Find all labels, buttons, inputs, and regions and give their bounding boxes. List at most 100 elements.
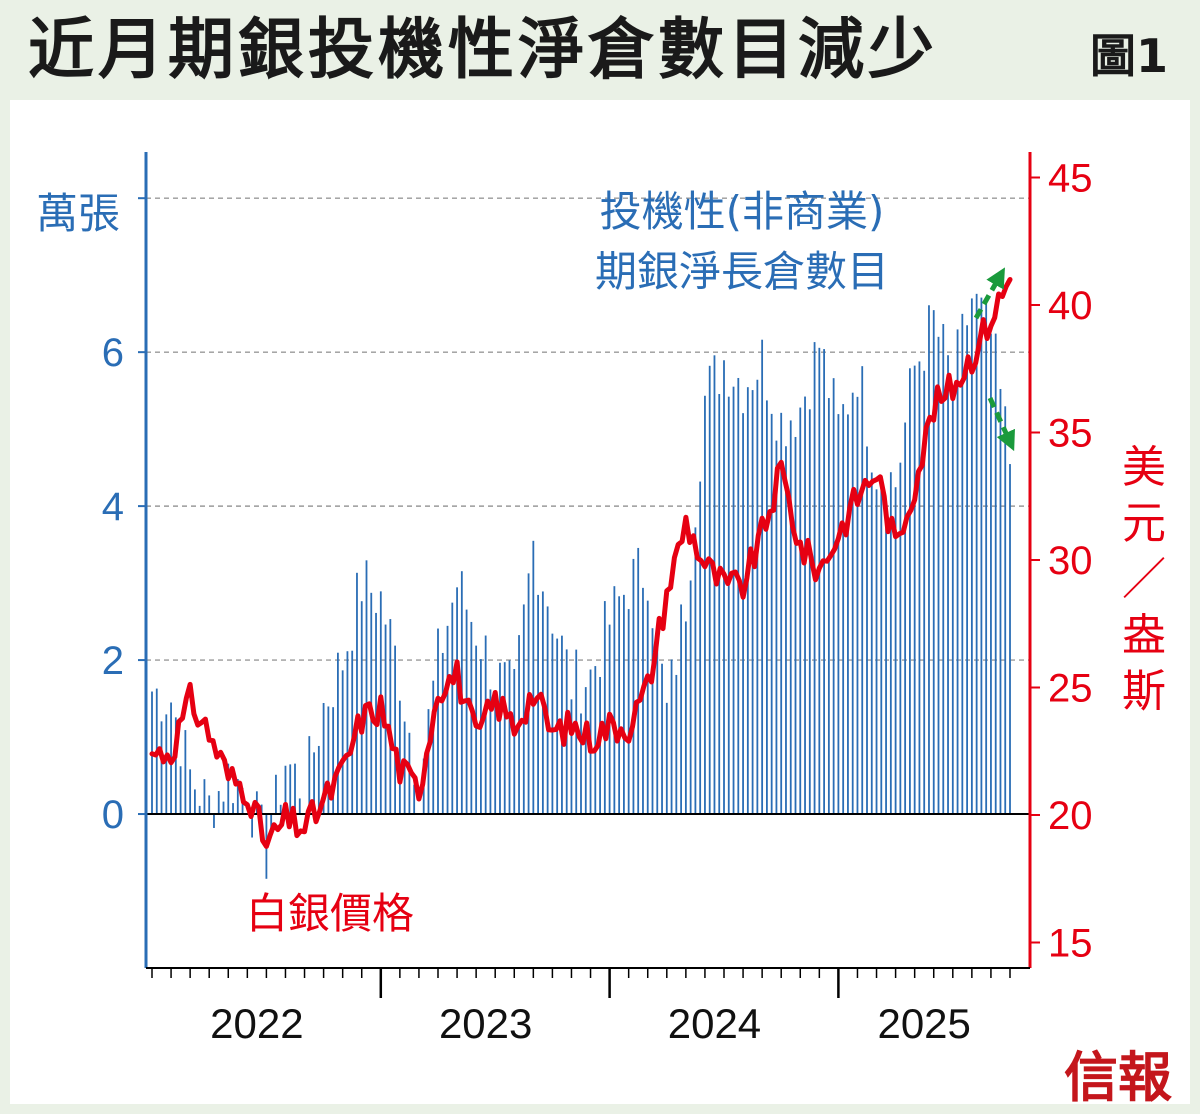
bar [694,527,697,815]
bar [260,804,263,815]
bar [875,489,878,815]
bar [203,779,206,815]
bar [451,602,454,815]
bar [465,609,468,815]
bar [951,385,954,815]
bar [484,635,487,815]
right-tick-label: 45 [1048,157,1093,201]
bar [160,721,163,815]
bar [775,440,778,815]
bar [880,485,883,815]
bar [503,662,506,815]
bar [837,414,840,815]
bar [613,586,616,815]
gridlines [146,197,1030,661]
bar [165,714,168,815]
bar [1009,464,1011,815]
bar [961,313,964,815]
bar [360,601,363,815]
bar [756,379,759,815]
bar-series [151,293,1011,879]
bar [770,413,773,815]
bar [904,422,907,815]
right-tick-label: 35 [1048,412,1093,456]
bar [494,691,497,815]
price-series-label: 白銀價格 [246,889,414,938]
bar [346,651,349,815]
bar [794,436,797,815]
bar [889,472,892,815]
bar [413,784,416,815]
bar [656,626,659,815]
bar [942,323,945,815]
bar [909,368,911,815]
bar [899,462,902,815]
right-axis-unit-char: ／ [1122,554,1166,605]
left-tick-label: 4 [102,485,124,529]
bar [799,407,802,815]
left-tick-label: 6 [102,331,124,375]
bar [1004,406,1007,815]
bar [670,659,673,815]
bar [198,805,201,815]
bar [861,366,864,815]
bar [603,601,606,815]
right-axis-unit-char: 美 [1122,442,1166,493]
bar [480,659,482,815]
bar [427,709,430,815]
bar [928,305,930,815]
right-axis-unit-char: 元 [1122,498,1166,549]
bar [856,396,859,815]
right-tick-label: 40 [1048,284,1093,328]
bar [317,745,320,815]
bar [970,298,973,815]
chart-title: 近月期銀投機性淨倉數目減少 [28,11,938,88]
bar [851,392,854,815]
header: 近月期銀投機性淨倉數目減少 圖1 [0,0,1200,100]
bar [441,652,444,815]
bar [208,795,211,815]
bar [236,779,239,815]
bar [232,803,234,815]
bar [446,625,449,815]
bar [637,547,640,815]
arrow-down-icon [987,396,1015,452]
bar [632,558,635,815]
bar [766,400,768,815]
bar [723,360,725,815]
bar [651,628,654,815]
bar [179,766,182,815]
publisher-logo: 信報 [1064,1045,1172,1109]
bar [966,325,968,815]
bar [894,487,897,815]
right-tick-label: 15 [1048,922,1093,966]
bar [689,580,692,815]
bar [975,293,978,815]
bar [227,763,230,815]
right-tick-label: 20 [1048,794,1093,838]
bar [932,310,935,815]
bar [365,560,368,815]
bar [222,801,225,815]
bar-series-label: 投機性(非商業) [600,187,885,236]
bar [999,388,1002,815]
bar [594,666,597,815]
left-axis-unit: 萬張 [36,189,120,238]
bar [437,628,439,815]
bar [761,339,764,815]
bar [174,717,177,815]
left-tick-label: 0 [102,793,124,837]
bar [684,621,687,815]
bar [289,764,292,815]
bar [661,663,663,815]
bar [718,394,721,815]
bar [956,329,959,815]
bar [522,604,525,815]
bar [551,633,554,815]
right-axis-unit-char: 盎 [1122,610,1166,661]
x-tick-label: 2024 [668,1000,761,1047]
bar [580,713,582,815]
bar [990,333,992,815]
bar [789,420,792,815]
